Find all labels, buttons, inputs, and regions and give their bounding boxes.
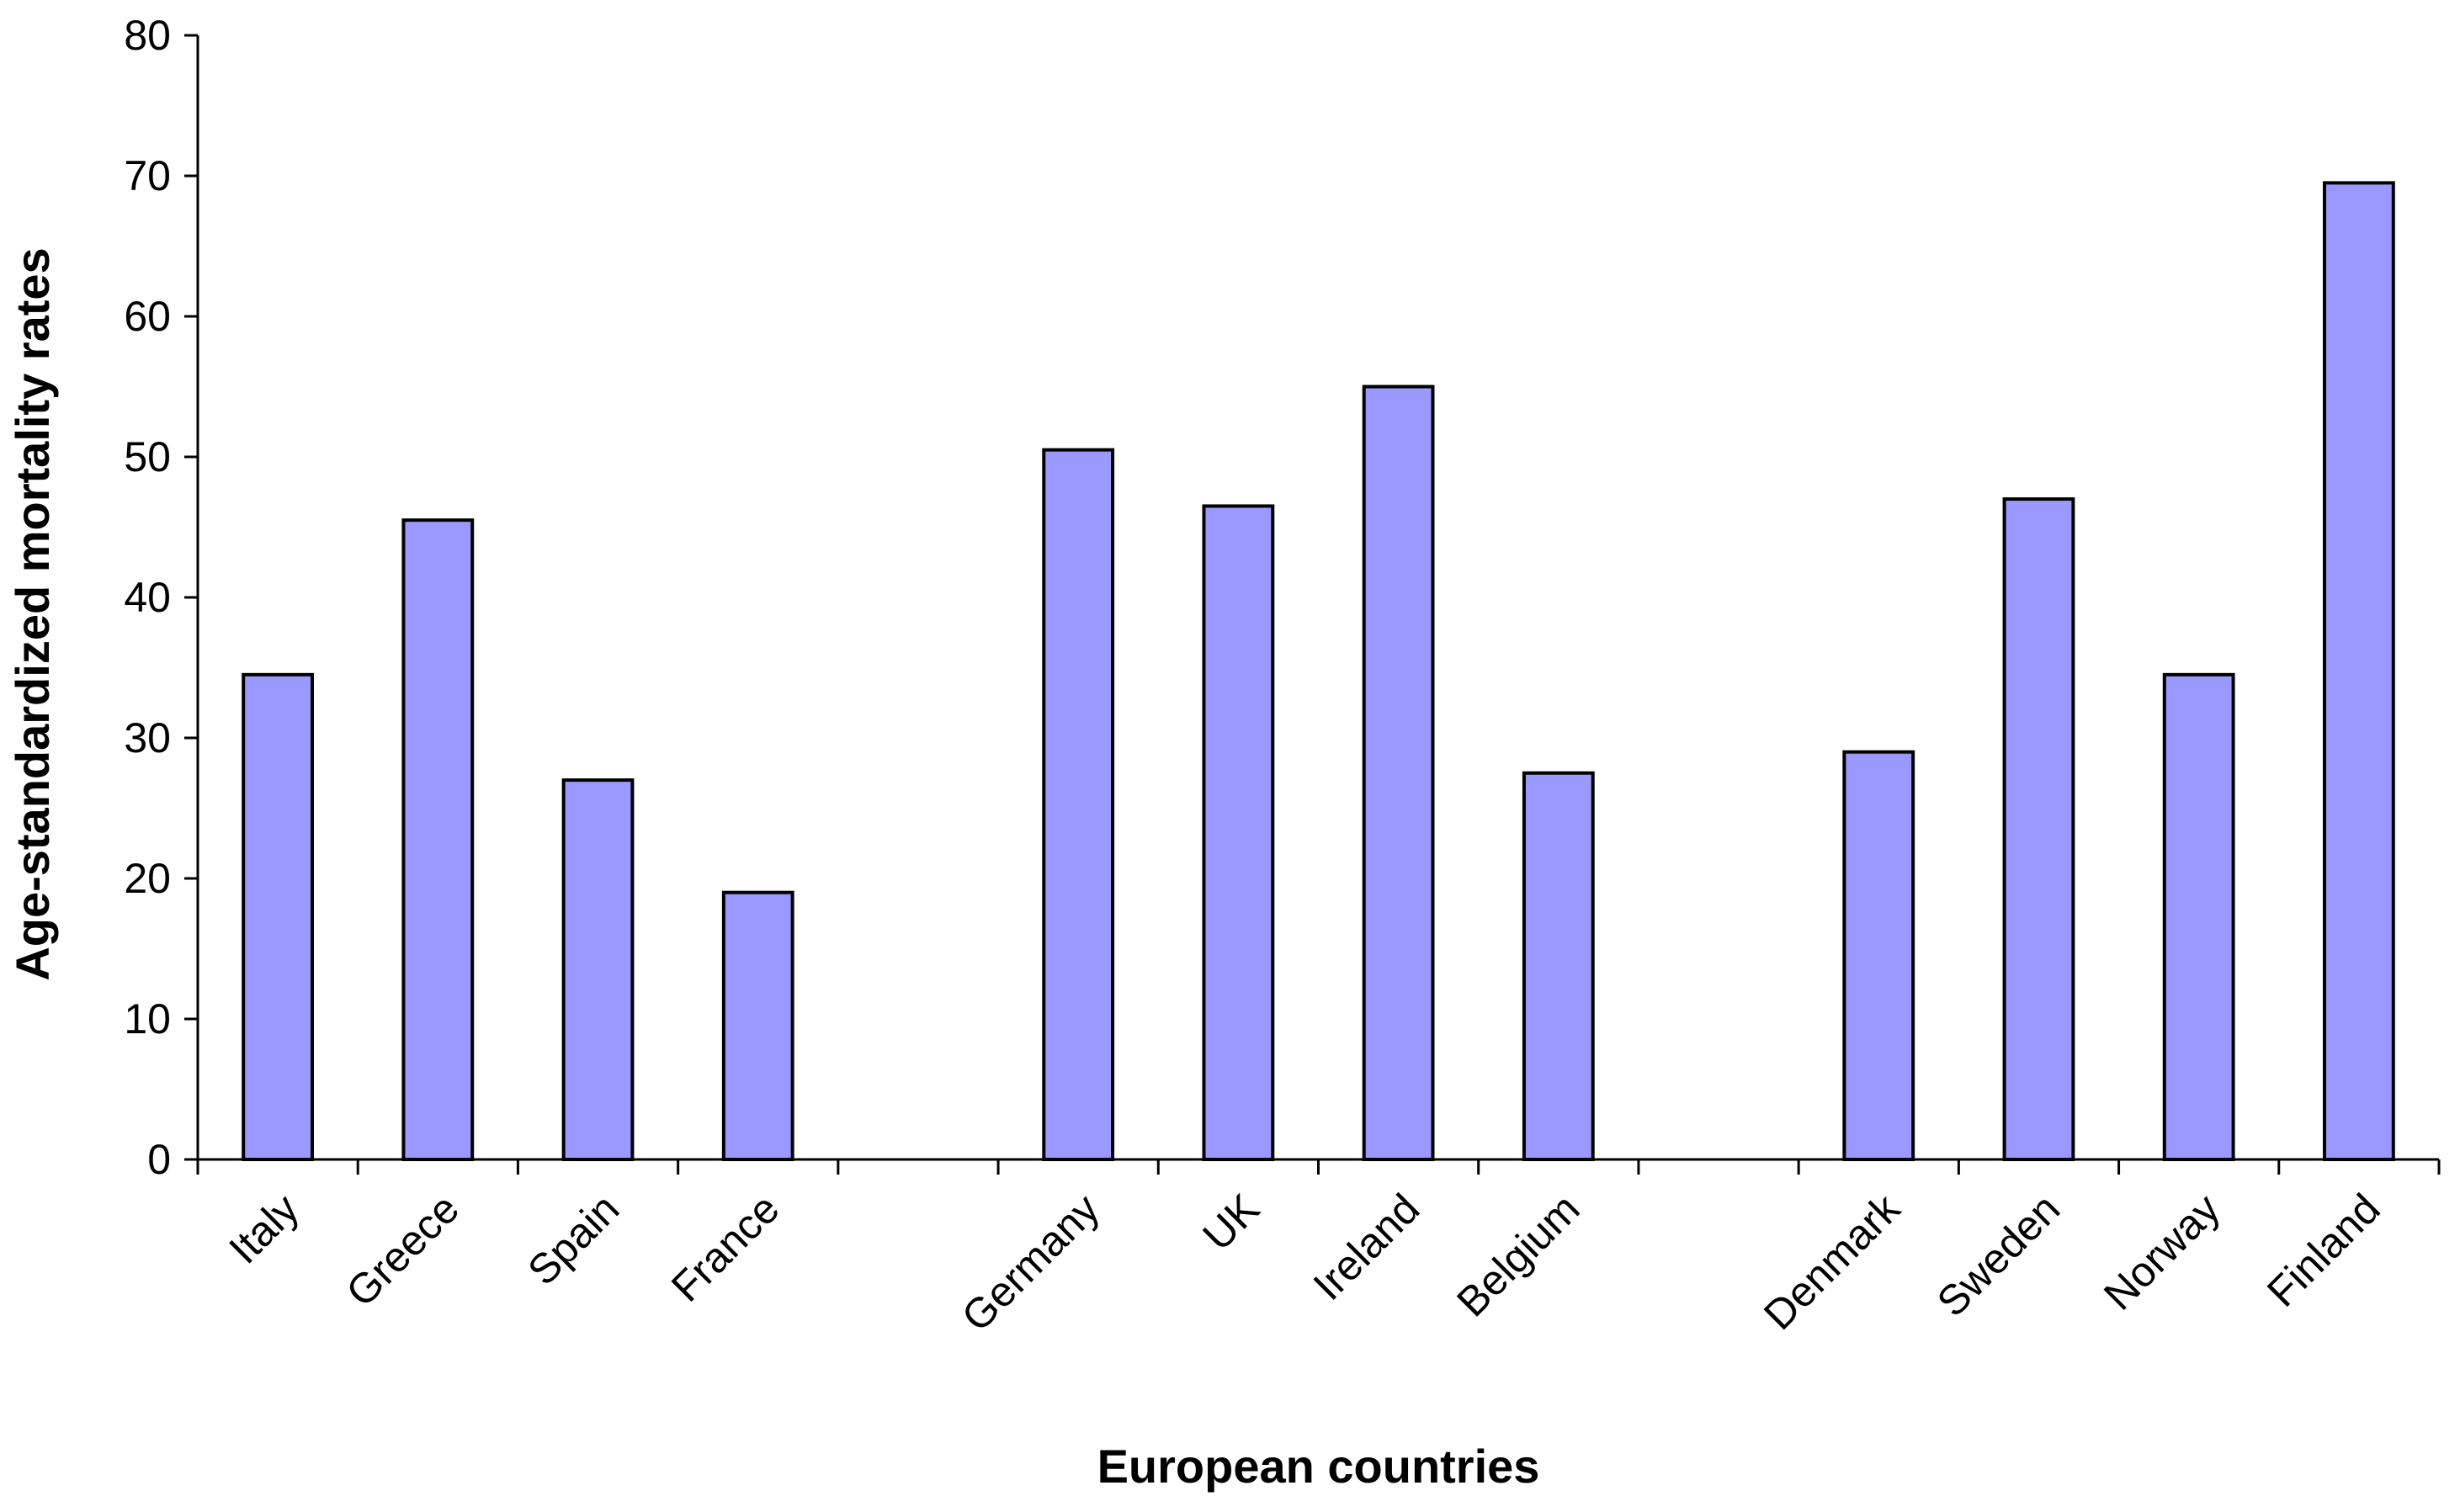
bar-norway bbox=[2162, 672, 2235, 1161]
x-category-label: Belgium bbox=[1448, 1185, 1588, 1325]
bar-germany bbox=[1042, 448, 1115, 1161]
y-tick-label: 10 bbox=[124, 995, 171, 1042]
y-tick-label: 20 bbox=[124, 855, 171, 902]
x-category-label: Germany bbox=[953, 1185, 1108, 1340]
y-tick-label: 60 bbox=[124, 293, 171, 340]
bar-italy bbox=[242, 672, 315, 1161]
x-category-label: Finland bbox=[2258, 1185, 2389, 1316]
x-category-label: Ireland bbox=[1304, 1185, 1429, 1309]
bar-sweden bbox=[2002, 497, 2075, 1161]
bar-finland bbox=[2322, 181, 2395, 1162]
x-category-label: France bbox=[662, 1185, 789, 1311]
x-ticks bbox=[196, 1159, 2441, 1175]
bar-ireland bbox=[1362, 385, 1435, 1161]
y-tick-label: 30 bbox=[124, 714, 171, 761]
bar-spain bbox=[561, 778, 635, 1161]
x-category-label: Norway bbox=[2095, 1185, 2229, 1318]
y-tick-label: 0 bbox=[147, 1136, 171, 1183]
bar-france bbox=[721, 890, 794, 1161]
y-tick-label: 40 bbox=[124, 574, 171, 621]
y-tick-label: 80 bbox=[124, 12, 171, 59]
y-axis-title: Age-standardized mortality rates bbox=[6, 247, 59, 980]
axes-layer bbox=[196, 35, 2439, 1161]
x-axis-title: European countries bbox=[1097, 1440, 1540, 1493]
x-category-label: Spain bbox=[518, 1185, 628, 1294]
y-tick-label: 50 bbox=[124, 433, 171, 480]
category-labels: Italy Greece Spain France Germany UK Ireland Be… bbox=[220, 1184, 2388, 1340]
x-category-label: Italy bbox=[220, 1185, 307, 1272]
y-tick-label: 70 bbox=[124, 152, 171, 199]
x-category-label: UK bbox=[1193, 1185, 1268, 1260]
bars-layer bbox=[242, 181, 2395, 1162]
bar-belgium bbox=[1522, 771, 1595, 1161]
bar-denmark bbox=[1842, 750, 1915, 1161]
y-ticks: 0 10 20 30 40 50 60 70 80 bbox=[124, 12, 198, 1183]
bar-uk bbox=[1202, 504, 1275, 1161]
bar-greece bbox=[401, 518, 475, 1161]
x-category-label: Denmark bbox=[1755, 1184, 1910, 1339]
x-category-label: Greece bbox=[337, 1185, 469, 1316]
x-category-label: Sweden bbox=[1928, 1185, 2069, 1325]
